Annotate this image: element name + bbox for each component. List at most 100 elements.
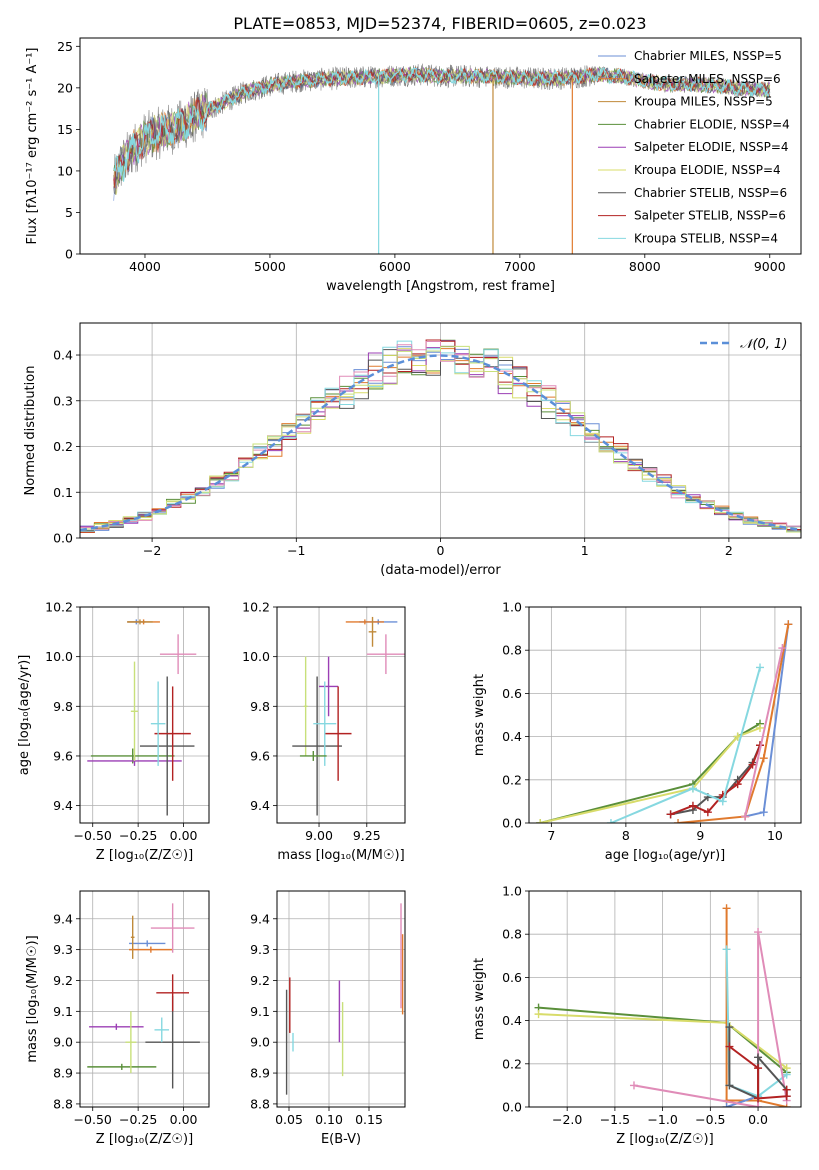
plot-area <box>285 903 404 1095</box>
x-axis-label: mass [log₁₀(M/M☉)] <box>277 848 404 863</box>
y-tick-label: 0 <box>65 247 73 262</box>
weight-point-marker <box>703 808 712 817</box>
y-tick-label: 0.0 <box>53 531 73 546</box>
y-tick-label: 9.4 <box>53 911 73 926</box>
axes-frame <box>276 890 406 1108</box>
figure-title: PLATE=0853, MJD=52374, FIBERID=0605, z=0… <box>233 14 646 33</box>
plot-area <box>80 339 801 533</box>
weight-point-marker <box>782 1070 791 1079</box>
x-tick-label: 5000 <box>254 259 286 274</box>
y-tick-label: 8.8 <box>250 1096 270 1111</box>
y-tick-label: 0.2 <box>502 1056 522 1071</box>
spectrum-legend: Chabrier MILES, NSSP=5 Salpeter MILES, NS… <box>598 49 790 245</box>
weight-point-marker <box>754 1103 763 1107</box>
axes-frame <box>528 890 802 1108</box>
x-tick-label: −2.0 <box>552 1112 582 1127</box>
axes-frame <box>79 890 210 1108</box>
y-tick-label: 0.2 <box>502 772 522 787</box>
y-tick-label: 9.6 <box>250 748 270 763</box>
legend-entry: 𝒩(0, 1) <box>740 337 787 352</box>
model-spectrum-line <box>113 66 771 189</box>
x-tick-label: 9.00 <box>305 828 333 843</box>
legend-entry: Kroupa ELODIE, NSSP=4 <box>634 163 781 177</box>
axes-frame <box>79 606 210 824</box>
weight-point-marker <box>629 1081 638 1090</box>
x-tick-label: 0.05 <box>275 1112 303 1127</box>
y-tick-label: 9.8 <box>53 699 73 714</box>
x-tick-label: −0.25 <box>119 828 157 843</box>
y-tick-label: 10.2 <box>242 600 270 615</box>
y-tick-label: 9.4 <box>250 911 270 926</box>
weight-point-marker <box>536 819 545 823</box>
x-tick-label: 0.15 <box>355 1112 383 1127</box>
y-tick-label: 9.0 <box>53 1035 73 1050</box>
y-axis-label: Normed distribution <box>23 366 38 496</box>
x-tick-label: 0.00 <box>170 828 198 843</box>
plot-area <box>534 904 791 1107</box>
plot-area <box>536 620 793 823</box>
weight-point-marker <box>722 945 731 954</box>
weight-point-marker <box>718 797 727 806</box>
y-tick-label: 25 <box>57 39 73 54</box>
legend-entry: Salpeter STELIB, NSSP=6 <box>634 209 786 223</box>
weight-point-marker <box>756 663 765 672</box>
legend-entry: Salpeter MILES, NSSP=6 <box>634 72 781 86</box>
age-vs-metallicity-panel: −0.50 −0.25 0.00 9.4 9.6 9.8 10.0 10.2 Z [log₁₀(… <box>17 600 210 863</box>
x-tick-label: −1 <box>287 543 305 558</box>
y-tick-label: 0.3 <box>53 393 73 408</box>
y-tick-label: 10 <box>57 163 73 178</box>
weight-point-marker <box>754 1064 763 1073</box>
y-tick-label: 15 <box>57 122 73 137</box>
weight-point-marker <box>782 1085 791 1094</box>
x-tick-label: 7000 <box>504 259 536 274</box>
y-tick-label: 0.4 <box>53 348 73 363</box>
x-axis-label: age [log₁₀(age/yr)] <box>605 848 726 863</box>
y-tick-label: 9.1 <box>250 1004 270 1019</box>
weight-point-marker <box>688 784 697 793</box>
x-axis-label: wavelength [Angstrom, rest frame] <box>326 279 555 294</box>
plot-area <box>292 616 405 816</box>
residual-histogram-panel: −2 −1 0 1 2 0.0 0.1 0.2 0.3 0.4 (data-model)/error… <box>23 322 802 578</box>
weight-series-line <box>677 624 790 823</box>
weight-point-marker <box>725 1042 734 1051</box>
y-axis-label: mass weight <box>472 674 487 756</box>
x-tick-label: 8000 <box>629 259 661 274</box>
weight-vs-metallicity-panel: −2.0 −1.5 −1.0 −0.5 0.0 0.0 0.2 0.4 0.6 0.8 1.0 Z [… <box>472 884 802 1147</box>
y-tick-label: 1.0 <box>502 600 522 615</box>
y-axis-label: age [log₁₀(age/yr)] <box>17 655 32 776</box>
y-tick-label: 10.0 <box>45 649 73 664</box>
x-axis-label: E(B-V) <box>321 1132 361 1147</box>
weight-point-marker <box>778 644 787 653</box>
y-tick-label: 9.0 <box>250 1035 270 1050</box>
y-tick-label: 20 <box>57 80 73 95</box>
weight-series-line <box>539 727 761 823</box>
legend-entry: Chabrier ELODIE, NSSP=4 <box>634 117 790 131</box>
x-tick-label: 6000 <box>379 259 411 274</box>
y-axis-label: mass weight <box>472 958 487 1040</box>
y-tick-label: 9.3 <box>250 942 270 957</box>
normal-reference-curve <box>80 354 801 532</box>
y-tick-label: 0.2 <box>53 439 73 454</box>
x-tick-label: −1.5 <box>600 1112 630 1127</box>
y-tick-label: 9.6 <box>53 748 73 763</box>
y-tick-label: 0.8 <box>502 927 522 942</box>
x-tick-label: 4000 <box>129 259 161 274</box>
weight-series-line <box>726 1095 759 1107</box>
y-tick-label: 9.2 <box>250 973 270 988</box>
y-tick-label: 0.0 <box>502 1100 522 1115</box>
legend-entry: Chabrier STELIB, NSSP=6 <box>634 186 787 200</box>
weight-point-marker <box>759 754 768 763</box>
weight-point-marker <box>759 808 768 817</box>
axes-frame <box>528 606 802 824</box>
y-tick-label: 8.8 <box>53 1096 73 1111</box>
y-tick-label: 9.1 <box>53 1004 73 1019</box>
x-tick-label: 10 <box>767 828 783 843</box>
x-tick-label: 9.25 <box>353 828 381 843</box>
x-tick-label: 0.00 <box>170 1112 198 1127</box>
y-tick-label: 0.6 <box>502 970 522 985</box>
x-tick-label: −2 <box>143 543 161 558</box>
x-tick-label: 9000 <box>754 259 786 274</box>
x-tick-label: −1.0 <box>647 1112 677 1127</box>
spectrum-panel: 4000 5000 6000 7000 8000 9000 0 5 10 15 20 25 wavele… <box>25 37 802 294</box>
weight-series-line <box>539 722 761 823</box>
